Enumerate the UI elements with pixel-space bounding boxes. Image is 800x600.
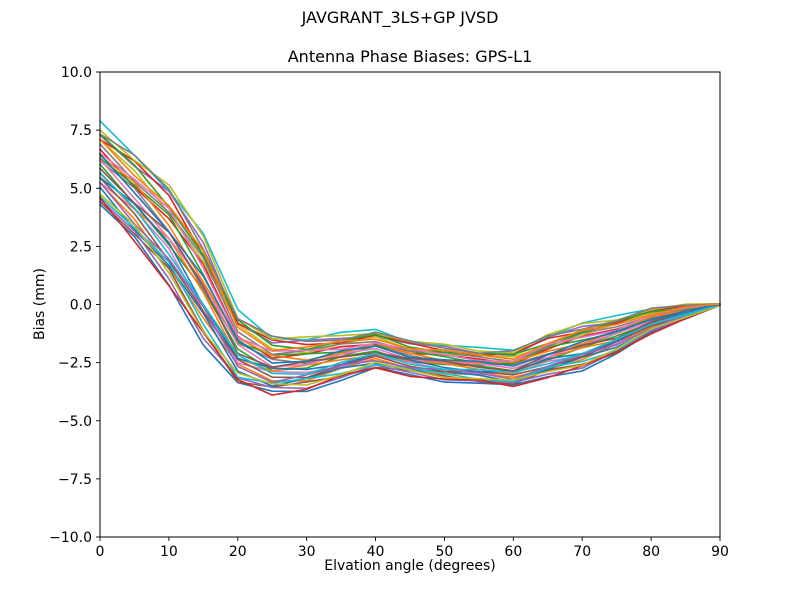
y-axis-label: Bias (mm) [32,267,48,341]
bias-curve [99,143,721,363]
x-tick-label: 90 [711,544,729,560]
x-tick-label: 20 [229,544,247,560]
bias-curve [99,181,721,384]
x-tick-label: 70 [573,544,591,560]
x-tick-label: 60 [504,544,522,560]
plot-subtitle: Antenna Phase Biases: GPS-L1 [287,47,533,66]
bias-curve [99,133,721,355]
y-tick-label: 7.5 [70,123,92,139]
y-tick-label: −2.5 [58,356,92,372]
bias-curve [99,120,721,352]
x-tick-label: 30 [298,544,316,560]
x-tick-label: 80 [642,544,660,560]
y-tick-label: −5.0 [58,414,92,430]
x-tick-label: 50 [436,544,454,560]
plot-title: JAVGRANT_3LS+GP JVSD [301,8,499,27]
bias-curve [99,167,721,372]
x-tick-label: 40 [367,544,385,560]
bias-curve [99,193,721,386]
bias-curve [99,153,721,367]
y-tick-label: 10.0 [61,65,92,81]
x-tick-label: 0 [96,544,105,560]
y-tick-label: 5.0 [70,181,92,197]
y-tick-label: −10.0 [49,530,92,546]
y-tick-label: 0.0 [70,298,92,314]
bias-curve [99,138,721,361]
x-axis-label: Elvation angle (degrees) [324,558,496,574]
bias-curve [99,171,721,376]
y-tick-label: −7.5 [58,472,92,488]
x-tick-label: 10 [160,544,178,560]
y-tick-label: 2.5 [70,239,92,255]
